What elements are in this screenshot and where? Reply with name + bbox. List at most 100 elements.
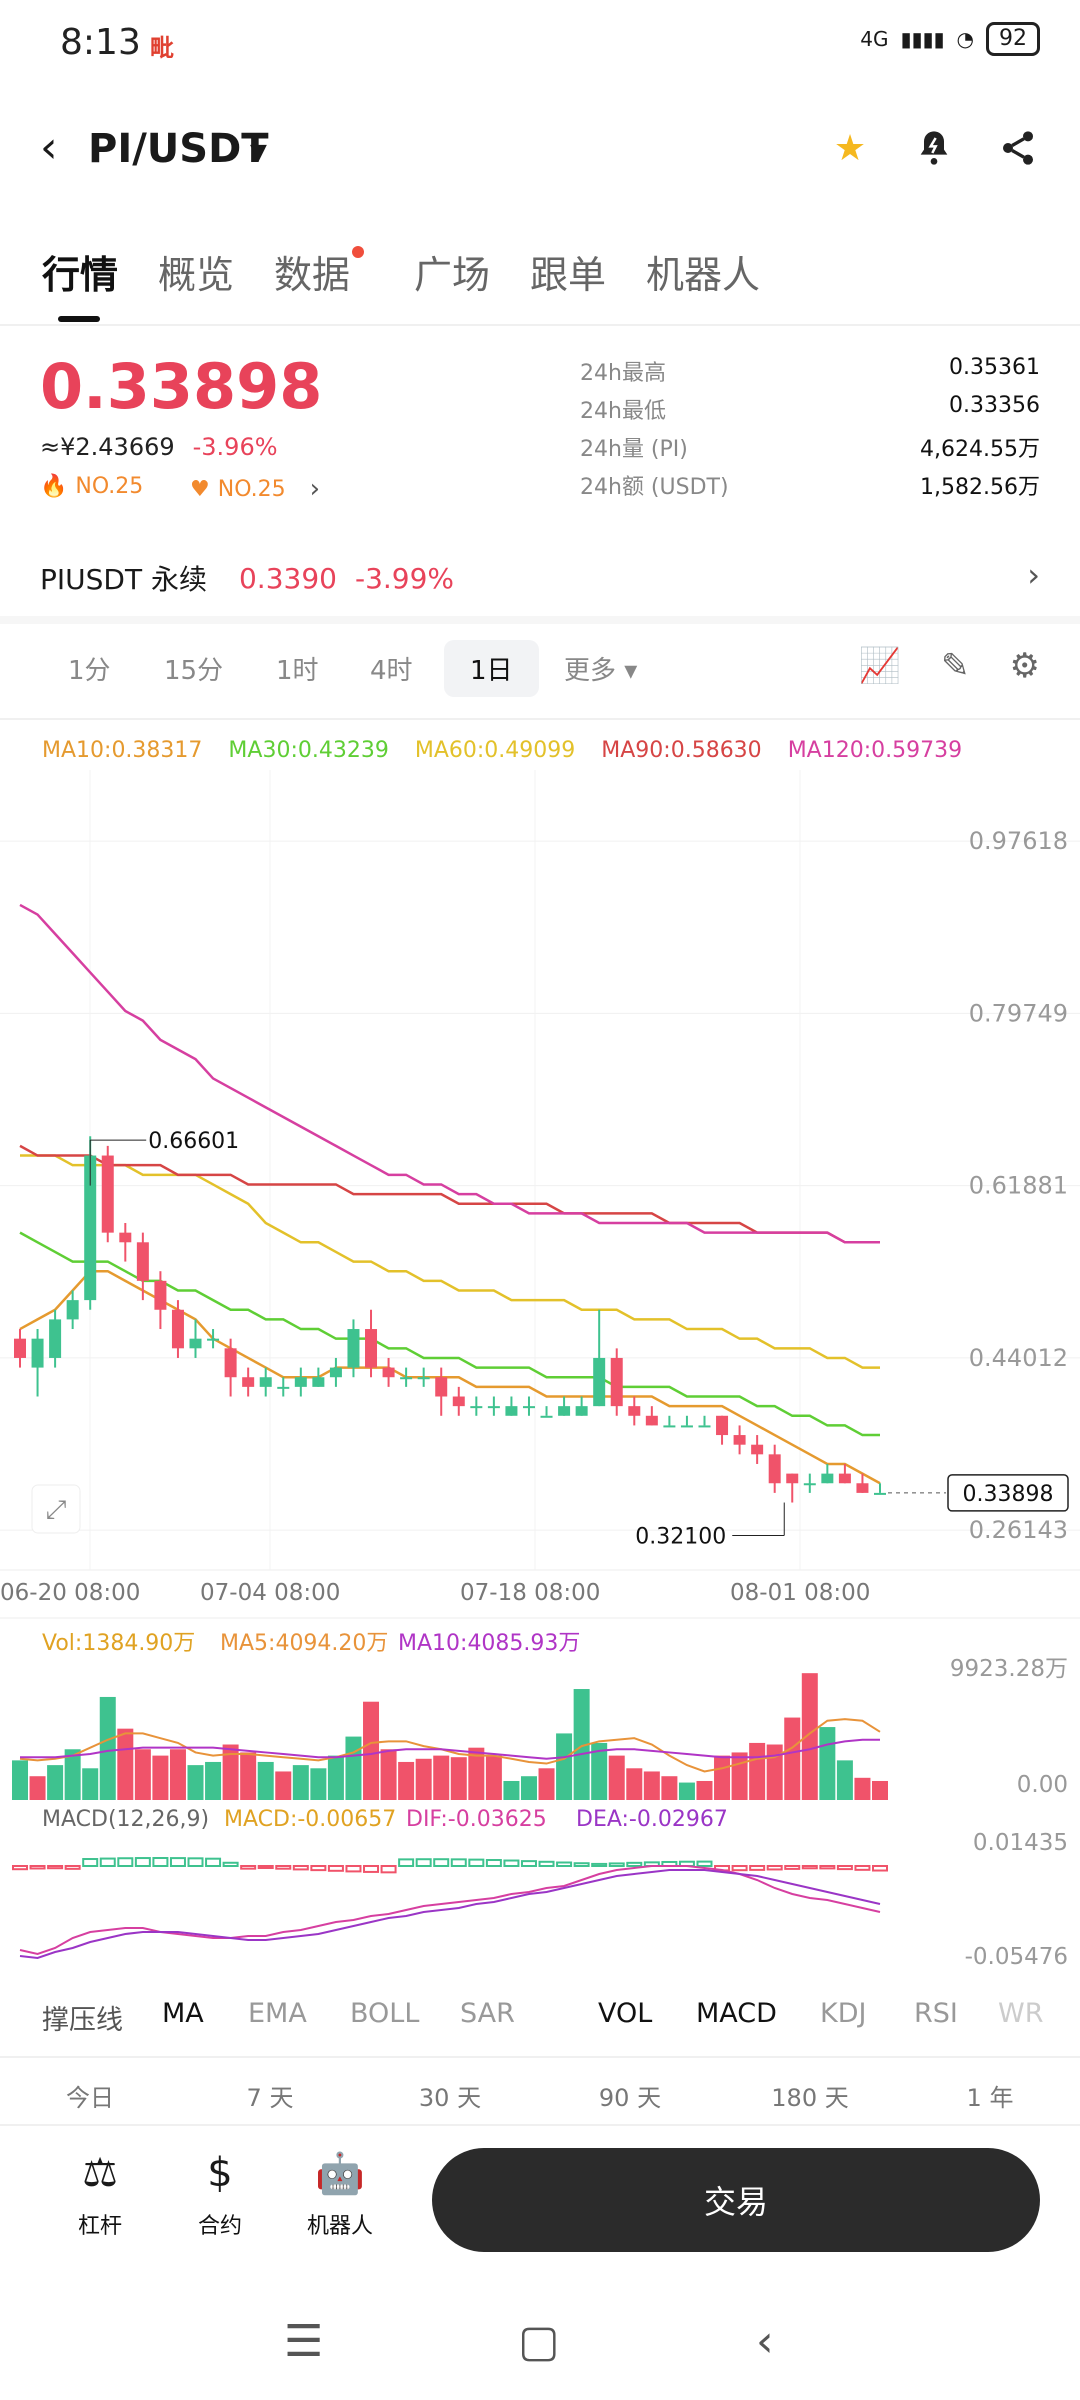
wifi-icon: ◔ [956,27,974,51]
expand-icon [31,1484,81,1534]
volume-bar [468,1747,485,1800]
pair-dropdown-icon[interactable]: ▼ [250,140,267,165]
macd-bar [520,1860,537,1868]
macd-bar [152,1857,169,1868]
volume-bar [819,1727,836,1800]
indicator-boll[interactable]: BOLL [350,1998,420,2029]
candle-body [558,1406,571,1416]
pair-title[interactable]: PI/USDT [88,126,269,172]
range-90d[interactable]: 90 天 [598,2084,662,2112]
volume-bar [661,1776,678,1800]
ma-legend: MA10:0.38317 MA30:0.43239 MA60:0.49099 M… [42,738,962,763]
back-icon[interactable]: ‹ [40,122,58,173]
candle-body [207,1338,220,1341]
gear-icon[interactable]: ⚙ [1009,646,1040,686]
market-cap-rank[interactable]: ♥ NO.25 › [190,474,320,504]
indicator-ma[interactable]: MA [162,1998,204,2029]
candle-body [382,1367,395,1378]
macd-bar [187,1857,204,1868]
range-180d[interactable]: 180 天 [771,2084,849,2112]
volume-bar [503,1780,520,1800]
margin-label: 杠杆 [77,2214,122,2239]
tab-data[interactable]: 数据 [274,253,351,297]
candle-body [224,1348,237,1378]
macd-bar [310,1865,327,1872]
stat-value: 0.35361 [949,355,1040,380]
range-1y[interactable]: 1 年 [966,2084,1014,2112]
price-alert-bell-icon[interactable] [912,126,956,170]
tab-copy-trading[interactable]: 跟单 [530,253,607,297]
tab-square[interactable]: 广场 [414,253,491,297]
macd-bar [134,1857,151,1867]
candle-body [400,1377,413,1380]
hot-rank[interactable]: 🔥 NO.25 [40,474,143,499]
ma10-line [19,1269,881,1485]
macd-legend: MACD:-0.00657 [224,1807,396,1832]
indicator-vol[interactable]: VOL [598,1998,653,2029]
volume-bar [257,1761,274,1800]
macd-bar [468,1858,485,1867]
perpetual-row[interactable]: PIUSDT 永续 0.3390 -3.99% [40,558,454,598]
futures-button[interactable]: $ 合约 [175,2150,265,2240]
volume-legend: Vol:1384.90万 [42,1631,195,1656]
candle-body [14,1338,26,1358]
trade-button[interactable]: 交易 [432,2148,1040,2252]
share-icon[interactable] [996,126,1040,170]
kline-chart[interactable]: 0.97618 0.79749 0.61881 0.44012 0.26143 0.666… [0,770,1080,1970]
back-nav-icon[interactable]: ‹ [756,2316,774,2367]
home-icon[interactable]: ▢ [518,2316,560,2367]
favorite-star-icon[interactable]: ★ [833,127,867,169]
candle-body [786,1473,799,1484]
stat-high: 24h最高 0.35361 [580,355,1040,393]
macd-bar [363,1865,380,1873]
macd-bar [433,1858,450,1868]
x-tick-label: 06-20 08:00 [0,1580,140,1606]
timeframe-15m[interactable]: 15分 [164,656,224,686]
menu-icon[interactable]: ☰ [284,2316,324,2367]
tab-market[interactable]: 行情 [42,253,119,297]
indicator-wr[interactable]: WR [998,1998,1044,2029]
candle-body [365,1329,378,1368]
ma90-line [19,1144,880,1244]
macd-bar [766,1865,783,1871]
indicator-kdj[interactable]: KDJ [820,1998,867,2029]
tab-bots[interactable]: 机器人 [646,253,761,297]
indicator-support-resistance[interactable]: 撑压线 [42,2005,123,2036]
margin-button[interactable]: ⚖ 杠杆 [55,2150,145,2240]
candle-body [874,1492,886,1495]
macd-bar [327,1865,344,1872]
macd-bar [626,1861,643,1867]
range-30d[interactable]: 30 天 [418,2084,482,2112]
indicator-macd[interactable]: MACD [696,1998,777,2029]
range-7d[interactable]: 7 天 [246,2084,294,2112]
timeframe-1h[interactable]: 1时 [276,656,319,686]
y-tick-label: 0.97618 [969,827,1068,855]
indicator-rsi[interactable]: RSI [914,1998,958,2029]
candle-body [242,1377,255,1387]
candle-body [66,1300,79,1320]
chevron-right-icon[interactable]: › [1027,556,1040,594]
stats-panel: 24h最高 0.35361 24h最低 0.33356 24h量 (PI) 4,624… [580,355,1040,507]
ma60-legend: MA60:0.49099 [414,738,576,763]
candle-body [189,1338,202,1349]
indicator-settings-icon[interactable]: 📈 [858,646,902,686]
timeframe-1d[interactable]: 1日 [444,640,539,697]
range-today[interactable]: 今日 [66,2084,114,2112]
bot-button[interactable]: 🤖 机器人 [295,2150,385,2240]
candle-body [698,1425,711,1428]
stat-volume: 24h量 (PI) 4,624.55万 [580,431,1040,469]
timeframe-1m[interactable]: 1分 [68,656,111,686]
x-tick-label: 08-01 08:00 [730,1580,870,1606]
stat-label: 24h最低 [580,399,666,424]
stat-value: 1,582.56万 [920,475,1040,500]
tab-overview[interactable]: 概览 [158,253,235,297]
indicator-sar[interactable]: SAR [460,1998,515,2029]
bot-label: 机器人 [306,2214,373,2239]
indicator-ema[interactable]: EMA [248,1998,307,2029]
candle-body [628,1406,641,1416]
draw-tool-icon[interactable]: ✎ [941,646,970,686]
divider [0,2056,1080,2058]
timeframe-4h[interactable]: 4时 [370,656,413,686]
timeframe-more[interactable]: 更多 ▾ [564,656,638,686]
macd-bar [573,1862,590,1868]
